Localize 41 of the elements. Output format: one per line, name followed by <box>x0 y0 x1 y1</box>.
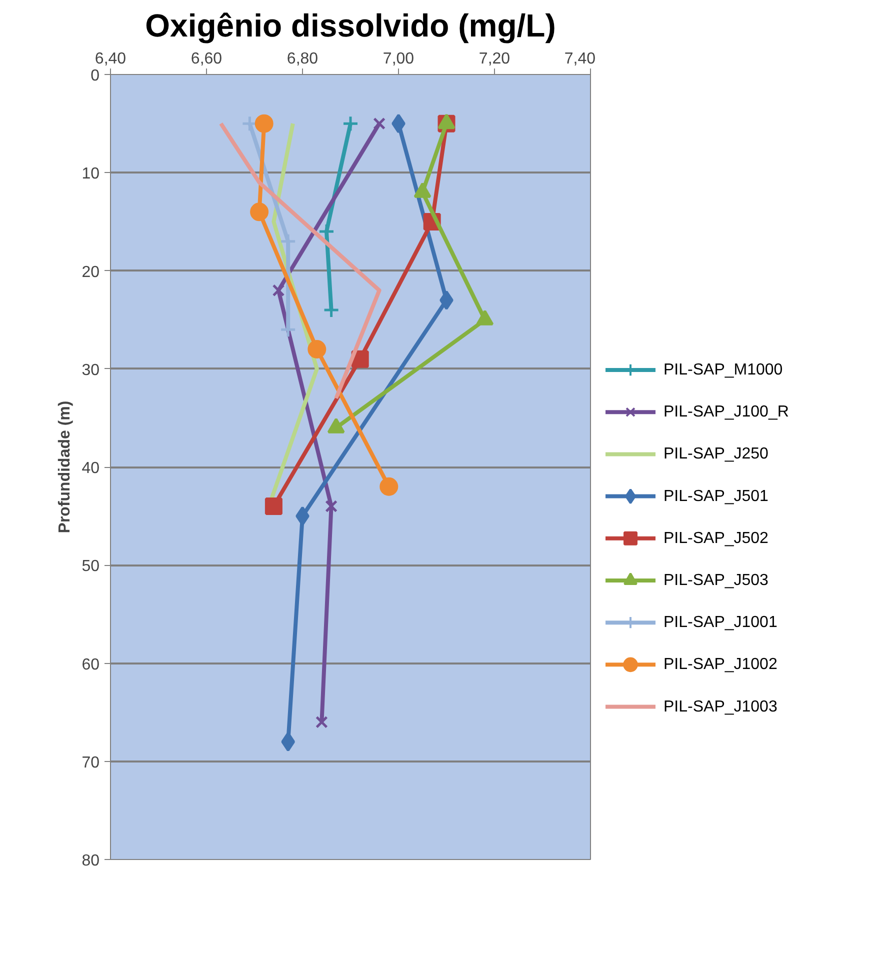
x-tick-label: 7,20 <box>478 50 510 68</box>
point <box>308 340 326 358</box>
legend-label: PIL-SAP_J503 <box>664 572 769 589</box>
x-tick-label: 7,00 <box>382 50 414 68</box>
point <box>440 290 454 310</box>
x-tick-label: 7,40 <box>564 50 596 68</box>
point <box>342 115 359 132</box>
y-tick-label: 0 <box>90 68 100 84</box>
y-tick-label: 80 <box>82 852 100 870</box>
legend-label: PIL-SAP_J501 <box>664 488 769 505</box>
legend-label: PIL-SAP_J502 <box>664 530 769 547</box>
y-axis-title: Profundidade (m) <box>56 400 74 534</box>
point <box>316 716 328 728</box>
point <box>392 114 406 134</box>
y-tick-label: 10 <box>82 166 100 183</box>
y-tick-label: 60 <box>82 656 100 674</box>
point <box>325 500 338 512</box>
legend-label: PIL-SAP_J1002 <box>664 656 778 674</box>
x-tick-label: 6,40 <box>94 50 126 68</box>
x-tick-label: 6,80 <box>286 50 318 68</box>
legend-label: PIL-SAP_J1003 <box>664 698 778 716</box>
y-tick-label: 50 <box>82 558 100 576</box>
point <box>373 117 386 130</box>
legend-label: PIL-SAP_J1001 <box>664 614 778 632</box>
legend-label: PIL-SAP_J250 <box>664 446 769 463</box>
legend-label: PIL-SAP_J100_R <box>664 404 789 421</box>
point <box>250 202 269 222</box>
point <box>281 732 296 752</box>
point <box>272 284 285 297</box>
point <box>264 498 282 515</box>
y-tick-label: 40 <box>82 460 100 477</box>
line-series <box>218 122 382 400</box>
point <box>296 506 310 526</box>
legend-label: PIL-SAP_M1000 <box>664 362 783 379</box>
point <box>254 114 274 133</box>
chart-title: Oxigênio dissolvido (mg/L) <box>145 8 556 44</box>
y-tick-label: 70 <box>82 754 100 772</box>
y-tick-label: 20 <box>82 264 100 281</box>
point <box>380 477 398 496</box>
x-tick-label: 6,60 <box>190 50 222 68</box>
y-tick-label: 30 <box>82 362 100 379</box>
